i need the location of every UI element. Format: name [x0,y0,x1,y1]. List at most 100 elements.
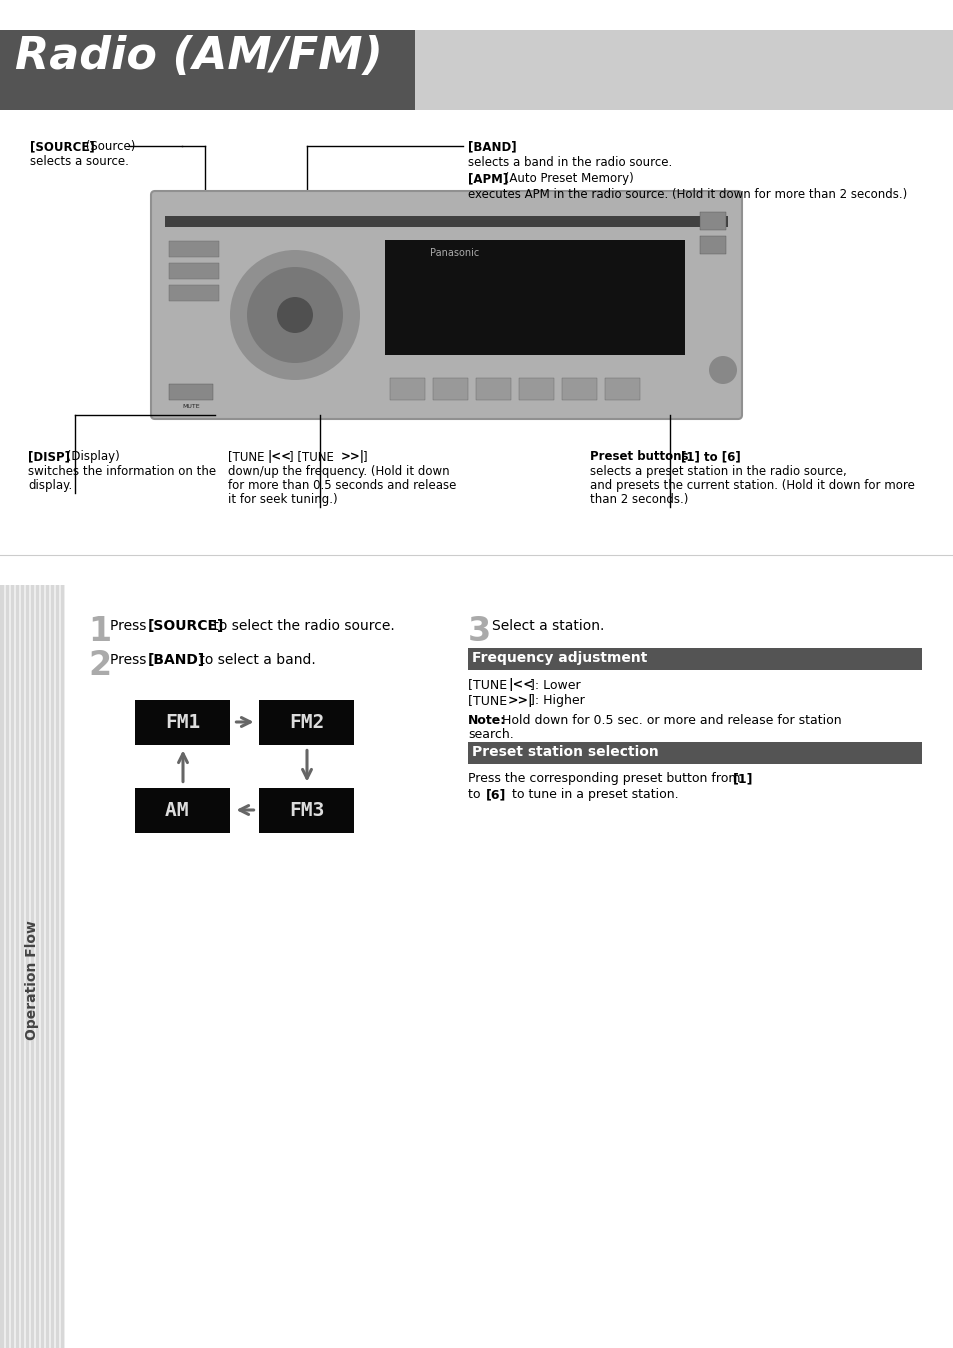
Text: 2: 2 [88,648,111,682]
Text: Operation Flow: Operation Flow [26,921,39,1039]
Bar [169,241,219,257]
Bar [64,585,66,1348]
Text: Preset buttons: Preset buttons [589,450,692,462]
Text: AM: AM [165,801,200,820]
Circle shape [276,297,313,333]
Text: [SOURCE]: [SOURCE] [30,140,94,154]
Circle shape [247,267,343,363]
Bar [0,30,415,111]
Bar [29,585,30,1348]
Bar [49,585,51,1348]
Circle shape [230,249,359,380]
Text: Select a station.: Select a station. [492,619,604,634]
Circle shape [708,356,737,384]
Text: Radio (AM/FM): Radio (AM/FM) [15,35,382,78]
Text: for more than 0.5 seconds and release: for more than 0.5 seconds and release [228,479,456,492]
Bar [604,377,639,400]
Bar [518,377,554,400]
Text: 1: 1 [88,615,111,648]
Bar [135,700,231,744]
Text: ] [TUNE: ] [TUNE [289,450,337,462]
Text: (Display): (Display) [63,450,120,462]
Text: to select the radio source.: to select the radio source. [209,619,395,634]
Bar [39,585,41,1348]
Bar [165,216,727,226]
Text: |<<: |<< [507,678,533,692]
Bar [4,585,6,1348]
Text: [1]: [1] [732,772,753,785]
Bar [169,384,213,400]
Text: selects a source.: selects a source. [30,155,129,168]
Bar [433,377,468,400]
Bar [135,787,231,833]
Text: and presets the current station. (Hold it down for more: and presets the current station. (Hold i… [589,479,914,492]
Text: ]: Lower: ]: Lower [530,678,580,692]
Text: selects a preset station in the radio source,: selects a preset station in the radio so… [589,465,846,479]
Text: Press the corresponding preset button from: Press the corresponding preset button fr… [468,772,743,785]
Bar [9,585,11,1348]
Text: switches the information on the: switches the information on the [28,465,216,479]
Bar [700,212,725,231]
Bar [476,377,511,400]
Text: FM2: FM2 [289,713,324,732]
Bar [0,585,65,1348]
Bar [700,236,725,253]
Bar [24,585,26,1348]
Text: [6]: [6] [485,789,506,801]
Text: [1] to [6]: [1] to [6] [680,450,740,462]
FancyBboxPatch shape [151,191,741,419]
Bar [561,377,597,400]
Bar [44,585,46,1348]
Bar [34,585,36,1348]
Text: Note:: Note: [468,714,506,727]
Text: ]: Higher: ]: Higher [530,694,584,706]
Bar [415,30,953,111]
Text: >>|: >>| [507,694,533,706]
Text: it for seek tuning.): it for seek tuning.) [228,493,337,506]
Bar [259,787,355,833]
Text: (Source): (Source) [82,140,135,154]
Text: 3: 3 [468,615,491,648]
Text: [BAND]: [BAND] [148,652,205,667]
Text: Panasonic: Panasonic [430,248,478,257]
Text: selects a band in the radio source.: selects a band in the radio source. [468,156,672,168]
Bar [54,585,56,1348]
Text: ]: ] [363,450,367,462]
Text: to tune in a preset station.: to tune in a preset station. [507,789,678,801]
Bar [59,585,61,1348]
Text: [BAND]: [BAND] [468,140,517,154]
Text: search.: search. [468,728,514,741]
Bar [19,585,21,1348]
Text: than 2 seconds.): than 2 seconds.) [589,493,688,506]
Bar [468,741,921,764]
Text: Press: Press [110,619,151,634]
Bar [468,648,921,670]
Text: FM1: FM1 [165,713,200,732]
Text: [SOURCE]: [SOURCE] [148,619,224,634]
Bar [390,377,424,400]
Text: Hold down for 0.5 sec. or more and release for station: Hold down for 0.5 sec. or more and relea… [497,714,841,727]
Text: |<<: |<< [268,450,292,462]
Text: [APM]: [APM] [468,173,508,185]
Text: [TUNE: [TUNE [228,450,268,462]
Text: [TUNE: [TUNE [468,678,511,692]
Text: to select a band.: to select a band. [194,652,315,667]
Bar [169,284,219,301]
Bar [169,263,219,279]
Text: Preset station selection: Preset station selection [472,745,659,759]
Text: display.: display. [28,479,72,492]
Text: executes APM in the radio source. (Hold it down for more than 2 seconds.): executes APM in the radio source. (Hold … [468,187,906,201]
Bar [385,240,684,355]
Bar [14,585,16,1348]
Text: to: to [468,789,484,801]
Text: >>|: >>| [340,450,365,462]
Text: down/up the frequency. (Hold it down: down/up the frequency. (Hold it down [228,465,449,479]
Text: (Auto Preset Memory): (Auto Preset Memory) [500,173,633,185]
Text: Frequency adjustment: Frequency adjustment [472,651,647,665]
Text: MUTE: MUTE [182,404,199,410]
Text: FM3: FM3 [289,801,324,820]
Text: [TUNE: [TUNE [468,694,511,706]
Text: Press: Press [110,652,151,667]
Text: [DISP]: [DISP] [28,450,70,462]
Bar [259,700,355,744]
